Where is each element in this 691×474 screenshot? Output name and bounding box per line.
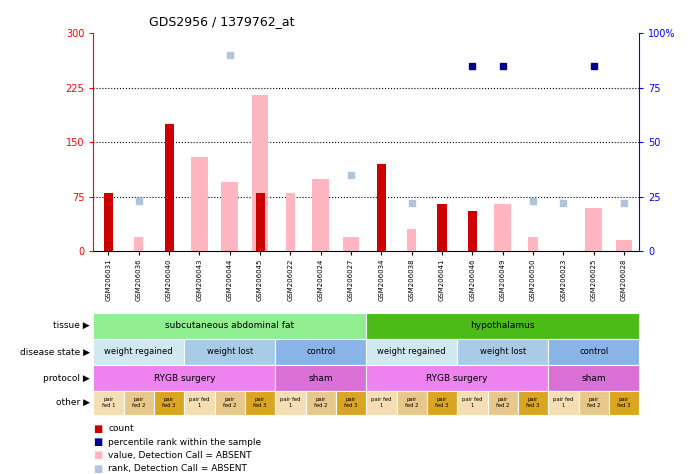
- Text: pair
fed 2: pair fed 2: [405, 397, 419, 408]
- Text: ■: ■: [93, 450, 102, 460]
- Text: subcutaneous abdominal fat: subcutaneous abdominal fat: [165, 321, 294, 330]
- Bar: [286, 193, 295, 251]
- Bar: [468, 211, 477, 251]
- Text: count: count: [108, 424, 134, 433]
- Text: pair fed
1: pair fed 1: [462, 397, 482, 408]
- Text: control: control: [306, 347, 335, 356]
- Bar: [252, 95, 268, 251]
- Text: pair fed
1: pair fed 1: [553, 397, 574, 408]
- Text: weight regained: weight regained: [377, 347, 446, 356]
- Bar: [377, 164, 386, 251]
- Bar: [407, 229, 416, 251]
- Text: pair
fed 1: pair fed 1: [102, 397, 115, 408]
- Text: weight lost: weight lost: [480, 347, 526, 356]
- Bar: [104, 193, 113, 251]
- Text: rank, Detection Call = ABSENT: rank, Detection Call = ABSENT: [108, 464, 247, 473]
- Text: pair
fed 3: pair fed 3: [527, 397, 540, 408]
- Text: sham: sham: [581, 374, 606, 383]
- Text: hypothalamus: hypothalamus: [471, 321, 535, 330]
- Text: pair
fed 2: pair fed 2: [223, 397, 236, 408]
- Text: other ▶: other ▶: [56, 398, 90, 407]
- Text: pair
fed 2: pair fed 2: [496, 397, 509, 408]
- Text: GDS2956 / 1379762_at: GDS2956 / 1379762_at: [149, 16, 294, 28]
- Bar: [134, 237, 143, 251]
- Text: pair
fed 2: pair fed 2: [587, 397, 600, 408]
- Bar: [437, 204, 446, 251]
- Bar: [312, 179, 329, 251]
- Text: pair
fed 2: pair fed 2: [132, 397, 146, 408]
- Text: pair fed
1: pair fed 1: [189, 397, 209, 408]
- Text: pair
fed 3: pair fed 3: [435, 397, 448, 408]
- Bar: [343, 237, 359, 251]
- Bar: [494, 204, 511, 251]
- Text: pair fed
1: pair fed 1: [280, 397, 301, 408]
- Bar: [529, 237, 538, 251]
- Text: value, Detection Call = ABSENT: value, Detection Call = ABSENT: [108, 451, 252, 460]
- Bar: [616, 240, 632, 251]
- Bar: [589, 211, 598, 251]
- Bar: [256, 193, 265, 251]
- Text: RYGB surgery: RYGB surgery: [426, 374, 488, 383]
- Text: pair
fed 3: pair fed 3: [162, 397, 176, 408]
- Text: pair
fed 2: pair fed 2: [314, 397, 328, 408]
- Text: ■: ■: [93, 437, 102, 447]
- Text: tissue ▶: tissue ▶: [53, 321, 90, 330]
- Text: RYGB surgery: RYGB surgery: [153, 374, 215, 383]
- Text: ■: ■: [93, 424, 102, 434]
- Text: weight lost: weight lost: [207, 347, 253, 356]
- Text: control: control: [579, 347, 608, 356]
- Text: pair
fed 3: pair fed 3: [617, 397, 631, 408]
- Text: protocol ▶: protocol ▶: [43, 374, 90, 383]
- Bar: [498, 204, 507, 251]
- Bar: [164, 124, 173, 251]
- Bar: [221, 182, 238, 251]
- Text: ■: ■: [93, 464, 102, 474]
- Text: weight regained: weight regained: [104, 347, 173, 356]
- Text: sham: sham: [308, 374, 333, 383]
- Bar: [619, 240, 629, 251]
- Text: pair
fed 3: pair fed 3: [254, 397, 267, 408]
- Text: pair fed
1: pair fed 1: [371, 397, 392, 408]
- Text: pair
fed 3: pair fed 3: [344, 397, 358, 408]
- Text: disease state ▶: disease state ▶: [20, 347, 90, 356]
- Text: percentile rank within the sample: percentile rank within the sample: [108, 438, 262, 447]
- Bar: [191, 157, 208, 251]
- Bar: [316, 240, 325, 251]
- Bar: [585, 208, 602, 251]
